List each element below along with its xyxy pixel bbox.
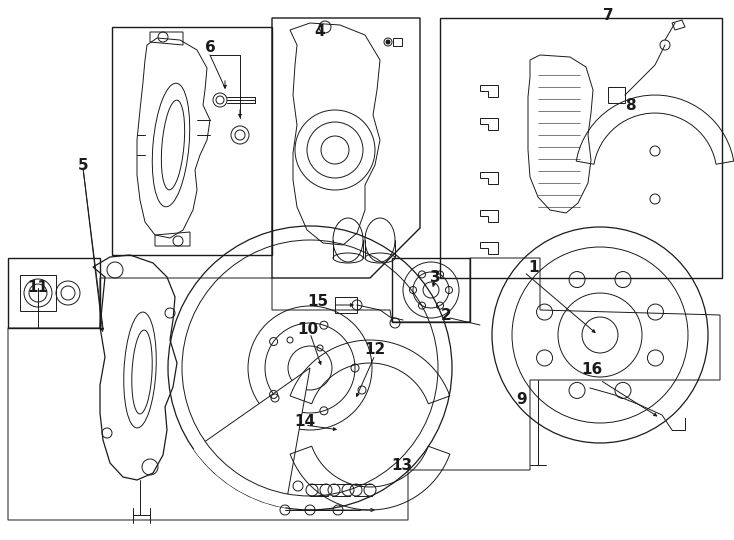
Text: 7: 7 [603,8,614,23]
Text: 9: 9 [517,393,527,408]
Bar [20,275,56,311]
Text: 12: 12 [364,342,385,357]
Text: 2: 2 [440,308,451,323]
Text: 3: 3 [429,271,440,286]
Bar [440,18,722,278]
Text: 1: 1 [528,260,539,275]
Text: 14: 14 [294,415,316,429]
Wedge shape [194,368,310,508]
Text: 13: 13 [391,457,413,472]
Circle shape [386,40,390,44]
Text: 15: 15 [308,294,329,309]
Text: 8: 8 [625,98,636,112]
Text: 6: 6 [205,40,215,56]
Bar [8,258,100,328]
Text: 16: 16 [581,362,603,377]
Bar [112,27,272,255]
Text: 10: 10 [297,322,319,338]
Text: 5: 5 [78,158,88,172]
Text: 4: 4 [315,24,325,39]
Text: 11: 11 [27,280,48,295]
Bar [392,258,470,322]
